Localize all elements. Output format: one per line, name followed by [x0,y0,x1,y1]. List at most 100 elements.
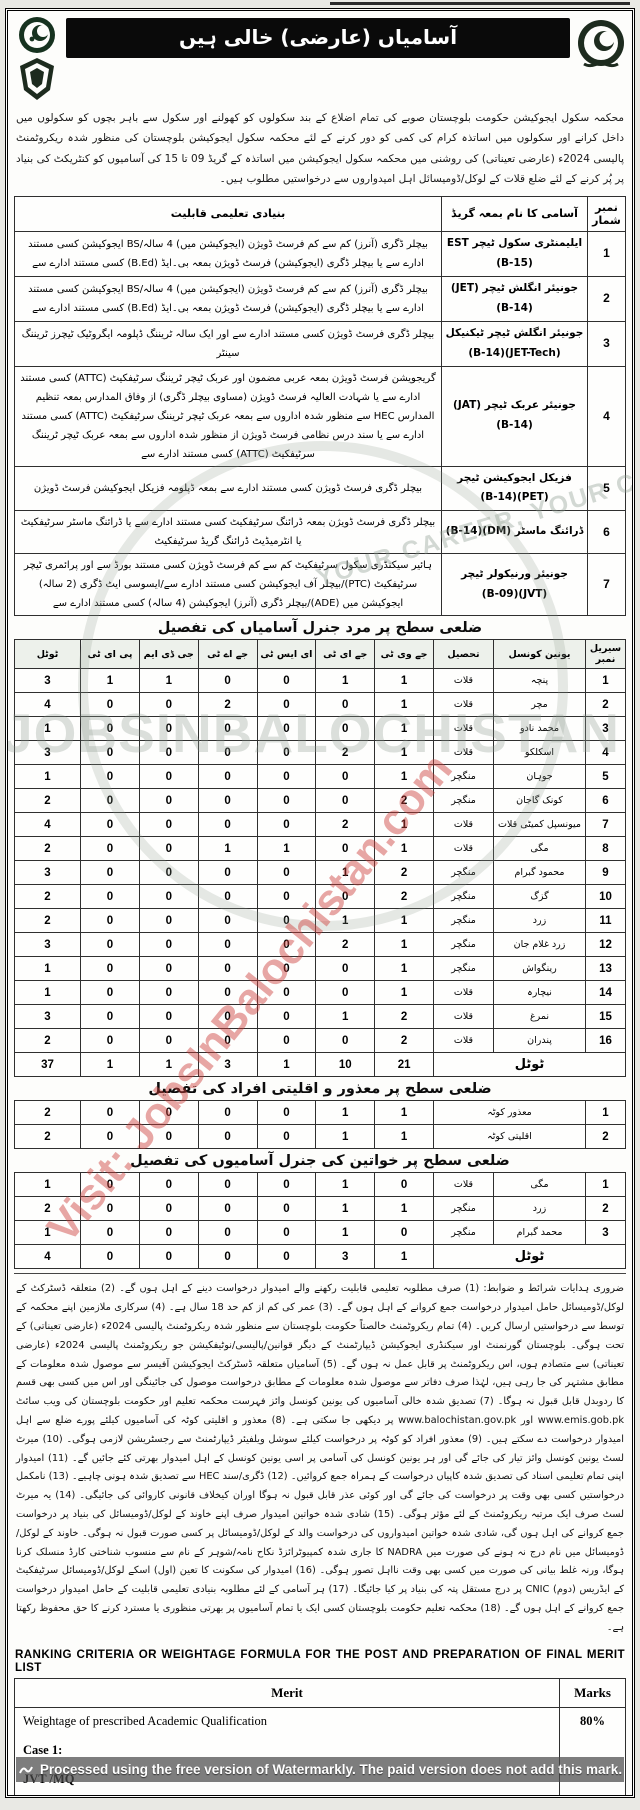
table-cell: 1 [374,836,434,862]
balochistan-govt-crest-icon [578,20,624,68]
header: آسامیاں (عارضی) خالی ہیں [14,16,626,102]
total-jat: 0 [197,1244,258,1270]
terms-and-conditions: ضروری ہدایات شرائط و ضوابط: (1) صرف مطلو… [14,1273,626,1641]
table-cell: 0 [80,740,140,766]
table-cell: بیچلر ڈگری (آنرز) کم سے کم فرسٹ ڈویژن (ا… [14,275,442,322]
table-cell: 16 [585,1028,626,1054]
total-est: 0 [256,1244,317,1270]
table-cell: قلات [433,740,494,766]
watermarkly-bar: Processed using the free version of Wate… [16,1757,624,1782]
table-cell: 1 [14,980,81,1006]
table-cell: 1 [374,668,434,694]
table-cell: 3 [14,932,81,958]
table-cell: 0 [197,788,258,814]
table-cell: 2 [374,788,434,814]
table-cell: 0 [256,668,317,694]
col-jet: جے ای ٹی [315,639,376,670]
total-pet: 1 [80,1052,140,1078]
academic-label: Weightage of prescribed Academic Qualifi… [23,1713,268,1728]
table-cell: جونیئر انگلش ٹیچر ٹیکنیکل (JET-Tech)(B-1… [441,320,588,367]
watermarkly-text: Processed using the free version of Wate… [39,1762,623,1777]
cell-jat: 0 [197,1100,258,1126]
table-cell: نیچارہ [493,980,586,1006]
table-cell: کونک گاجان [493,788,586,814]
table-cell: 1 [315,668,376,694]
table-cell: 0 [256,716,317,742]
intro-paragraph: محکمہ سکول ایجوکیشن حکومت بلوچستان صوبے … [16,112,625,186]
totals-row: ٹوٹل 21 10 1 3 1 1 37 [14,1052,626,1078]
table-cell: منگچر [433,956,494,982]
table-cell: قلات [433,812,494,838]
table-cell: 2 [315,932,376,958]
table-cell: 0 [80,884,140,910]
table-cell: زرد غلام جان [493,932,586,958]
totals-row: ٹوٹل 1 3 0 0 0 0 4 [14,1244,626,1270]
table-cell: 13 [585,956,626,982]
total-est: 1 [256,1052,317,1078]
education-dept-logo-icon [19,17,55,53]
table-cell: منگچر [433,860,494,886]
col-pet: پی ای ٹی [80,639,140,670]
table-cell: 3 [14,1004,81,1030]
table-cell: 0 [80,1172,140,1198]
table-cell: 6 [585,788,626,814]
disabled-table-title: ضلعی سطح پر معذور و اقلیتی افراد کی تفصی… [148,1081,492,1098]
total-jet: 10 [315,1052,376,1078]
table-cell: 6 [587,510,626,555]
table-header-row: سیریل نمبر یونین کونسل تحصیل جے وی ٹی جے… [14,639,626,670]
cell-jvt: 1 [374,1100,434,1126]
table-cell: بیچلر ڈگری فرسٹ ڈویژن کسی مستند ادارے سے… [14,465,442,512]
table-cell: بیچلر ڈگری (آنرز) کم سے کم فرسٹ ڈویژن (ا… [14,230,442,277]
table-cell: 9 [585,860,626,886]
table-cell: 0 [315,788,376,814]
table-row: 3 محمد نادو قلات 1 0 0 0 0 0 1 [14,716,626,742]
table-cell: 12 [585,932,626,958]
table-row: 3 جونیئر انگلش ٹیچر ٹیکنیکل (JET-Tech)(B-… [14,320,626,367]
table-cell: 0 [138,908,199,934]
table-row: 10 گزگ منگچر 2 0 0 0 0 0 2 [14,884,626,910]
table-cell: 1 [315,860,376,886]
table-cell: 0 [197,1220,258,1246]
col-jdm: جی ڈی ایم [138,639,199,670]
table-cell: 0 [80,956,140,982]
total-jdm: 1 [138,1052,199,1078]
table-cell: 0 [80,716,140,742]
ad-title: آسامیاں (عارضی) خالی ہیں [66,18,570,58]
table-cell: 2 [14,788,81,814]
table-cell: 1 [585,668,626,694]
table-cell: 1 [585,1172,626,1198]
academic-marks: 80% [559,1706,626,1795]
table-cell: 0 [256,884,317,910]
cell-jvt: 1 [374,1124,434,1150]
table-cell: 0 [256,788,317,814]
table-cell: 2 [14,836,81,862]
table-cell: 0 [138,692,199,718]
table-cell: قلات [433,1172,494,1198]
table-cell: 8 [585,836,626,862]
table-cell: 0 [315,980,376,1006]
table-cell: 1 [14,1220,81,1246]
table-cell: 1 [315,1172,376,1198]
table-cell: 1 [374,1196,434,1222]
table-cell: 0 [197,1196,258,1222]
table-cell: 0 [374,1220,434,1246]
table-cell: 0 [197,764,258,790]
table-cell: فزیکل ایجوکیشن ٹیچر (PET)(B-14) [441,465,588,512]
table-cell: جونیئر ورنیکولر ٹیچر (JVT)(B-09) [441,553,588,617]
table-cell: محمد نادو [493,716,586,742]
table-cell: 1 [374,764,434,790]
table-row: 13 رینگواش منگچر 1 0 0 0 0 0 1 [14,956,626,982]
table-cell: منگچر [433,1196,494,1222]
table-row: 16 پندران قلات 2 0 0 0 0 0 2 [14,1028,626,1054]
col-union-council: یونین کونسل [493,639,586,670]
table-cell: 1 [197,836,258,862]
table-row: 9 محمود گبرام منگچر 2 1 0 0 0 0 3 [14,860,626,886]
table-cell: 0 [138,1004,199,1030]
table-cell: 0 [138,764,199,790]
row-serial: 2 [585,1124,626,1150]
table-cell: 0 [197,956,258,982]
table-cell: 1 [374,932,434,958]
table-row: 8 مگی قلات 1 0 1 1 0 0 2 [14,836,626,862]
table-cell: 0 [256,1196,317,1222]
table-cell: 0 [315,716,376,742]
